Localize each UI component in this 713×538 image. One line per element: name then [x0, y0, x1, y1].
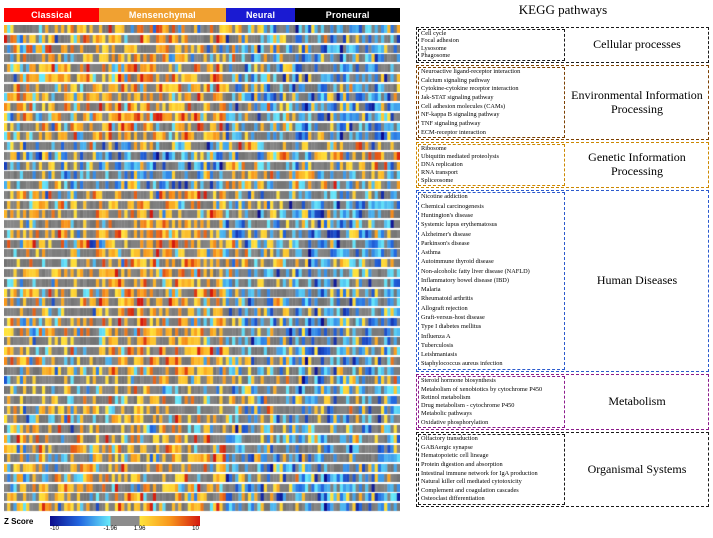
pathway-label: Jak-STAT signaling pathway: [421, 94, 494, 102]
subtype-header-mensenchymal: Mensenchymal: [99, 8, 226, 22]
legend-title: Z Score: [4, 517, 34, 526]
category-label: Genetic Information Processing: [588, 150, 686, 178]
legend-tick-pos-sig: 1.96: [133, 526, 146, 532]
pathway-label: Asthma: [421, 249, 441, 257]
pathway-label: Non-alcoholic fatty liver disease (NAFLD…: [421, 267, 530, 275]
pathway-label: Steroid hormone biosynthesis: [421, 377, 496, 385]
pathway-name-list: Cell cycle Focal adhesion Lysosome Phagosom…: [418, 29, 565, 62]
pathway-label: Hematopoietic cell lineage: [421, 452, 489, 460]
pathway-label: Type I diabetes mellitus: [421, 323, 482, 331]
pathway-label: Graft-versus-host disease: [421, 314, 485, 322]
pathway-label: Malaria: [421, 286, 441, 294]
heatmap-canvas: [4, 25, 400, 513]
pathway-label: Calcium signaling pathway: [421, 76, 490, 84]
pathway-label: Intestinal immune network for IgA produc…: [421, 469, 538, 477]
pathway-label: Olfactory transduction: [421, 435, 478, 443]
pathway-label: Influenza A: [421, 332, 451, 340]
pathway-label: Protein digestion and absorption: [421, 460, 503, 468]
pathway-label: Rheumatoid arthritis: [421, 295, 473, 303]
pathway-group-cellular-processes: Cell cycle Focal adhesion Lysosome Phagosom…: [416, 27, 709, 64]
pathway-label: Cell cycle: [421, 29, 447, 37]
pathway-label: Ribosome: [421, 144, 447, 152]
pathway-label: Nicotine addiction: [421, 193, 468, 201]
pathway-label: Spliceosome: [421, 176, 454, 184]
pathway-group-genetic-information-processing: Ribosome Ubiquitin mediated proteolysis DN…: [416, 142, 709, 188]
subtype-header-proneural: Proneural: [295, 8, 400, 22]
kegg-pathways-title: KEGG pathways: [518, 2, 608, 17]
pathway-name-list: Steroid hormone biosynthesis Metabolism o…: [418, 376, 565, 428]
pathway-label: Cell adhesion molecules (CAMs): [421, 102, 506, 110]
pathway-label: Metabolism of xenobiotics by cytochrome …: [421, 385, 543, 393]
pathway-label: Parkinson's disease: [421, 239, 470, 247]
pathway-label: Phagosome: [421, 52, 451, 60]
pathway-label: Tuberculosis: [421, 341, 454, 349]
pathway-label: Inflammatory bowel disease (IBD): [421, 276, 509, 284]
pathway-label: Staphylococcus aureus infection: [421, 360, 503, 368]
pathway-label: Osteoclast differentiation: [421, 495, 485, 503]
colorbar-wrap: -10 -1.96 1.96 10: [50, 516, 200, 536]
pathway-name-list: Neuroactive ligand-receptor interaction C…: [418, 67, 565, 139]
pathway-label: Chemical carcinogenesis: [421, 202, 484, 210]
pathway-label: Natural killer cell mediated cytotoxicit…: [421, 478, 522, 486]
pathway-label: Ubiquitin mediated proteolysis: [421, 152, 500, 160]
category-label: Environmental Information Processing: [571, 87, 703, 116]
pathway-label: Focal adhesion: [421, 37, 459, 45]
pathway-label: Leishmaniasis: [421, 351, 458, 359]
category-label: Cellular processes: [593, 37, 681, 52]
legend-tick-neg-sig: -1.96: [103, 526, 118, 532]
pathway-name-list: Nicotine addiction Chemical carcinogenesi…: [418, 191, 565, 371]
pathway-group-human-diseases: Nicotine addiction Chemical carcinogenesi…: [416, 189, 709, 373]
legend-row: Z Score -10 -1.96 1.96 10: [4, 516, 254, 536]
legend-tick-min: -10: [50, 526, 59, 532]
pathway-label: Lysosome: [421, 44, 447, 52]
subtype-header: Classical Mensenchymal Neural Proneural: [4, 8, 400, 22]
pathway-label: DNA replication: [421, 160, 463, 168]
pathway-label: NF-kappa B signaling pathway: [421, 111, 500, 119]
pathway-label: Systemic lupus erythematosus: [421, 221, 498, 229]
pathway-label: Complement and coagulation cascades: [421, 486, 519, 494]
legend-tick-max: 10: [192, 526, 199, 532]
pathway-label: Drug metabolism - cytochrome P450: [421, 402, 515, 410]
pathway-label: GABAergic synapse: [421, 443, 473, 451]
pathway-label: Metabolic pathways: [421, 410, 472, 418]
pathway-label: TNF signaling pathway: [421, 119, 481, 127]
subtype-header-neural: Neural: [225, 8, 296, 22]
subtype-header-classical: Classical: [4, 8, 100, 22]
pathway-label: Neuroactive ligand-receptor interaction: [421, 68, 521, 76]
pathway-label: Retinol metabolism: [421, 393, 471, 401]
pathway-label: Oxidative phosphorylation: [421, 418, 489, 426]
category-label: Metabolism: [608, 394, 666, 409]
category-label: Organismal Systems: [587, 461, 687, 476]
pathway-label: Huntington's disease: [421, 211, 474, 219]
category-label: Human Diseases: [596, 273, 678, 288]
pathway-label: Alzheimer's disease: [421, 230, 471, 238]
pathway-name-list: Olfactory transduction GABAergic synapse H…: [418, 433, 565, 505]
pathway-group-environmental-information-processing: Neuroactive ligand-receptor interaction C…: [416, 65, 709, 141]
pathway-group-organismal-systems: Olfactory transduction GABAergic synapse H…: [416, 431, 709, 507]
pathway-label: ECM-receptor interaction: [421, 128, 486, 136]
pathway-label: Autoimmune thyroid disease: [421, 258, 494, 266]
kegg-pathway-groups: Cell cycle Focal adhesion Lysosome Phagosom…: [416, 27, 709, 509]
pathway-label: RNA transport: [421, 168, 458, 176]
zscore-colorbar: [50, 516, 200, 526]
pathway-name-list: Ribosome Ubiquitin mediated proteolysis DN…: [418, 144, 565, 186]
pathway-group-metabolism: Steroid hormone biosynthesis Metabolism o…: [416, 374, 709, 430]
zscore-legend: Z Score -10 -1.96 1.96 10: [4, 516, 254, 536]
pathway-label: Cytokine-cytokine receptor interaction: [421, 85, 519, 93]
pathway-label: Allograft rejection: [421, 304, 468, 312]
